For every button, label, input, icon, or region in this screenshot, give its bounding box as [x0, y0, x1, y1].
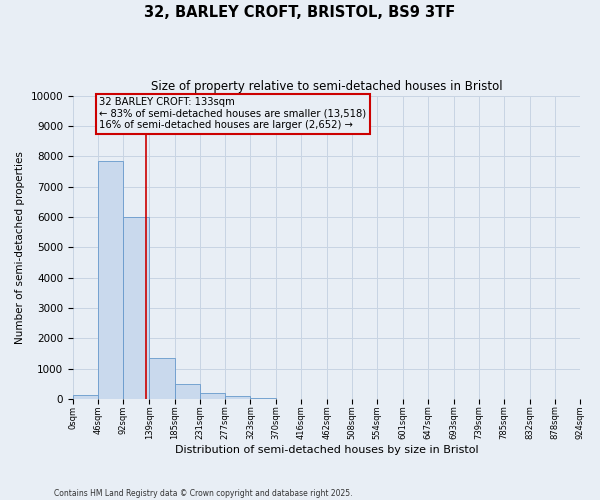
Text: 32, BARLEY CROFT, BRISTOL, BS9 3TF: 32, BARLEY CROFT, BRISTOL, BS9 3TF — [145, 5, 455, 20]
Bar — [98, 161, 124, 399]
Title: Size of property relative to semi-detached houses in Bristol: Size of property relative to semi-detach… — [151, 80, 503, 93]
Bar — [175, 384, 200, 399]
Bar — [149, 358, 175, 399]
X-axis label: Distribution of semi-detached houses by size in Bristol: Distribution of semi-detached houses by … — [175, 445, 479, 455]
Text: 32 BARLEY CROFT: 133sqm
← 83% of semi-detached houses are smaller (13,518)
16% o: 32 BARLEY CROFT: 133sqm ← 83% of semi-de… — [99, 97, 367, 130]
Text: Contains HM Land Registry data © Crown copyright and database right 2025.: Contains HM Land Registry data © Crown c… — [54, 488, 353, 498]
Bar — [73, 394, 98, 399]
Bar — [200, 393, 225, 399]
Y-axis label: Number of semi-detached properties: Number of semi-detached properties — [15, 151, 25, 344]
Bar — [225, 396, 250, 399]
Bar — [250, 398, 276, 399]
Bar — [124, 217, 149, 399]
